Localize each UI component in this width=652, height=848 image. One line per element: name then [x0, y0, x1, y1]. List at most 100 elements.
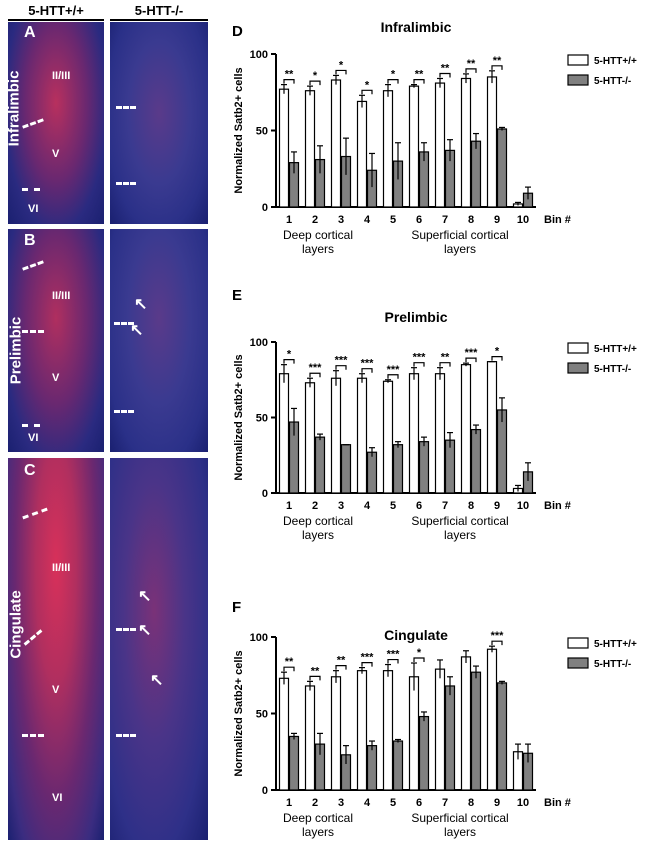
significance-label: ***	[361, 358, 375, 370]
y-axis-label: Normalized Satb2+ cells	[233, 67, 245, 193]
x-axis-label: Bin #	[544, 500, 571, 512]
significance-label: ***	[361, 652, 375, 664]
legend-swatch-wt	[567, 637, 589, 649]
significance-label: *	[495, 346, 500, 358]
arrow-icon: ↖	[130, 322, 144, 339]
group-label: Superficial cortical layers	[411, 811, 508, 839]
x-axis-label: Bin #	[544, 797, 571, 809]
bar-wt	[382, 90, 394, 208]
legend-label: 5-HTT-/-	[594, 364, 631, 375]
bar-ko	[496, 128, 508, 208]
significance-bracket	[361, 368, 373, 373]
significance-label: ***	[491, 630, 505, 642]
bar-wt	[278, 88, 290, 208]
bar-wt	[382, 670, 394, 791]
x-tick-label: 6	[416, 214, 422, 226]
x-tick-label: 1	[286, 500, 292, 512]
significance-label: **	[311, 665, 320, 677]
significance-label: *	[391, 69, 396, 81]
y-tick-label: 50	[256, 709, 268, 721]
layer-label: VI	[28, 432, 39, 444]
x-tick-label: 10	[517, 797, 529, 809]
chart-title: Cingulate	[384, 627, 448, 643]
layer-label: II/III	[52, 290, 71, 302]
significance-label: ***	[387, 364, 401, 376]
significance-bracket	[491, 356, 503, 361]
significance-bracket	[335, 69, 347, 75]
y-tick-label: 50	[256, 126, 268, 138]
bar-ko	[470, 671, 482, 791]
micrograph-a-ko	[110, 22, 208, 224]
chart-title: Infralimbic	[381, 19, 452, 35]
layer-label: VI	[28, 203, 39, 215]
x-tick-label: 5	[390, 214, 396, 226]
y-tick-label: 100	[250, 49, 268, 61]
bar-wt	[356, 670, 368, 791]
significance-bracket	[361, 89, 373, 95]
bar-ko	[288, 735, 300, 791]
group-label: Deep cortical layers	[283, 811, 353, 839]
bar-wt	[408, 85, 420, 208]
legend-swatch-ko	[567, 657, 589, 669]
bar-wt	[460, 656, 472, 791]
legend-label: 5-HTT+/+	[594, 639, 637, 650]
x-tick-label: 9	[494, 500, 500, 512]
x-tick-label: 2	[312, 500, 318, 512]
significance-label: ***	[335, 355, 349, 367]
bar-wt	[304, 382, 316, 494]
column-header-wt: 5-HTT+/+	[28, 3, 84, 18]
significance-bracket	[309, 80, 321, 86]
significance-bracket	[309, 675, 321, 681]
significance-bracket	[491, 65, 503, 70]
group-label: Superficial cortical layers	[411, 514, 508, 542]
bar-ko	[470, 428, 482, 494]
significance-bracket	[361, 662, 373, 667]
significance-bracket	[335, 665, 347, 670]
x-tick-label: 4	[364, 797, 371, 809]
y-axis-label: Normalized Satb2+ cells	[233, 650, 245, 776]
bar-wt	[434, 668, 446, 791]
legend-swatch-ko	[567, 74, 589, 86]
significance-bracket	[413, 79, 425, 84]
bar-wt	[278, 677, 290, 791]
significance-bracket	[283, 79, 295, 84]
bar-wt	[460, 77, 472, 208]
column-header-underline	[8, 19, 104, 21]
legend-label: 5-HTT+/+	[594, 56, 637, 67]
bar-ko	[444, 439, 456, 494]
layer-label: V	[52, 684, 60, 696]
layer-label: II/III	[52, 562, 71, 574]
panel-letter: D	[232, 23, 243, 40]
y-tick-label: 0	[262, 202, 268, 214]
bar-wt	[330, 79, 342, 208]
x-tick-label: 4	[364, 500, 371, 512]
significance-bracket	[413, 362, 425, 367]
bar-wt	[382, 380, 394, 494]
bar-ko	[418, 715, 430, 791]
x-tick-label: 4	[364, 214, 371, 226]
panel-letter: E	[232, 287, 242, 304]
significance-label: **	[285, 69, 294, 81]
bar-wt	[486, 361, 498, 494]
layer-label: V	[52, 148, 60, 160]
legend-label: 5-HTT+/+	[594, 344, 637, 355]
y-tick-label: 0	[262, 488, 268, 500]
significance-bracket	[413, 657, 425, 663]
x-tick-label: 3	[338, 500, 344, 512]
arrow-icon: ↖	[150, 672, 164, 689]
significance-label: **	[441, 62, 450, 74]
significance-bracket	[465, 357, 477, 363]
bar-ko	[392, 740, 404, 791]
bar-wt	[330, 676, 342, 791]
bar-wt	[408, 373, 420, 494]
arrow-icon: ↖	[138, 622, 152, 639]
group-label: Deep cortical layers	[283, 228, 353, 256]
x-tick-label: 6	[416, 500, 422, 512]
y-tick-label: 0	[262, 785, 268, 797]
x-tick-label: 8	[468, 797, 474, 809]
significance-bracket	[335, 365, 347, 370]
bar-ko	[340, 444, 352, 494]
bar-wt	[330, 377, 342, 494]
significance-label: *	[417, 647, 422, 659]
legend-label: 5-HTT-/-	[594, 76, 631, 87]
